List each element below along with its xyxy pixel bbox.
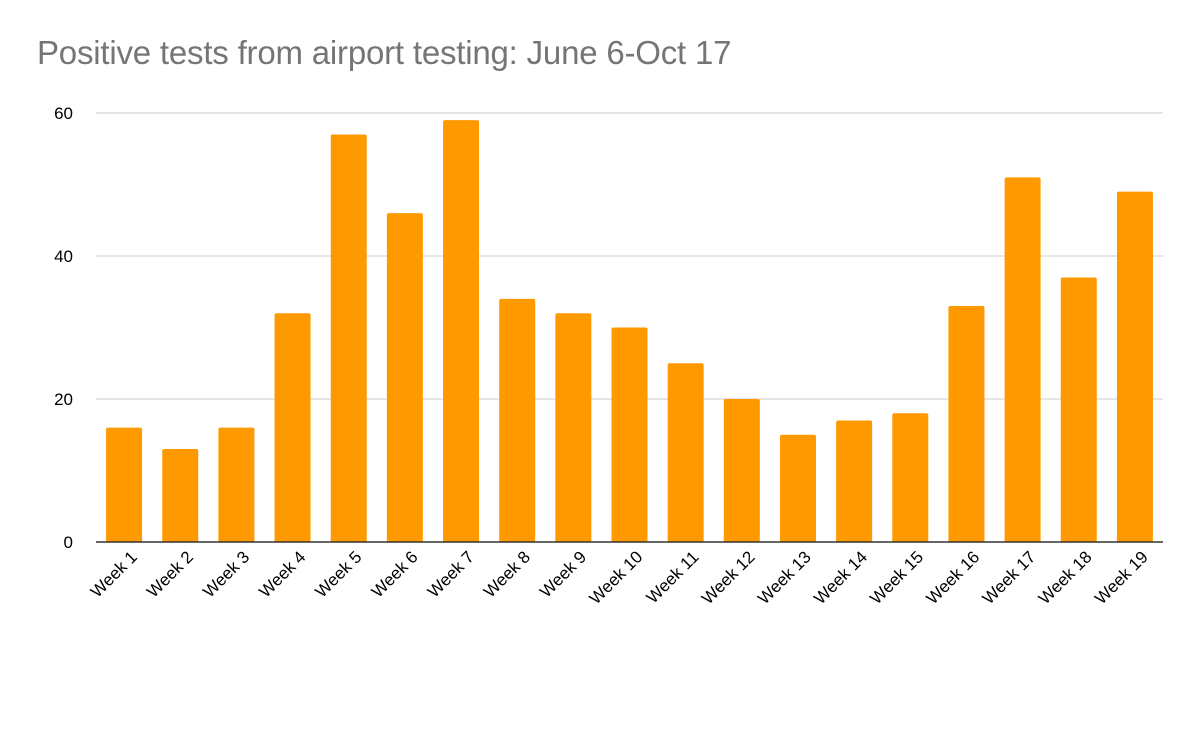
bar bbox=[948, 306, 985, 542]
x-tick-label: Week 9 bbox=[536, 547, 590, 601]
bar bbox=[330, 134, 367, 542]
x-tick-label: Week 4 bbox=[255, 547, 309, 601]
x-tick-label: Week 11 bbox=[643, 547, 703, 607]
bar bbox=[1004, 177, 1041, 542]
bar bbox=[443, 120, 480, 543]
x-tick-label: Week 15 bbox=[866, 547, 927, 608]
x-tick-label: Week 16 bbox=[923, 547, 984, 608]
bar bbox=[218, 427, 255, 542]
x-tick-label: Week 3 bbox=[199, 547, 253, 601]
y-tick-label: 40 bbox=[54, 247, 73, 266]
chart-title: Positive tests from airport testing: Jun… bbox=[37, 34, 732, 71]
bar bbox=[1060, 277, 1097, 542]
x-tick-label: Week 2 bbox=[143, 547, 197, 601]
x-tick-label: Week 17 bbox=[979, 547, 1040, 608]
x-tick-label: Week 7 bbox=[424, 547, 478, 601]
x-tick-label: Week 1 bbox=[87, 547, 141, 601]
bar bbox=[836, 420, 873, 542]
bar bbox=[611, 327, 648, 542]
y-tick-label: 0 bbox=[64, 533, 73, 552]
bar bbox=[274, 313, 311, 542]
bar bbox=[723, 399, 760, 542]
bar bbox=[106, 427, 143, 542]
x-tick-label: Week 14 bbox=[810, 547, 871, 608]
x-tick-label: Week 18 bbox=[1035, 547, 1096, 608]
x-tick-label: Week 10 bbox=[586, 547, 647, 608]
x-tick-label: Week 5 bbox=[312, 547, 366, 601]
x-tick-label: Week 6 bbox=[368, 547, 422, 601]
x-tick-label: Week 8 bbox=[480, 547, 534, 601]
bar bbox=[555, 313, 592, 542]
bar bbox=[162, 449, 199, 542]
bar bbox=[499, 298, 536, 542]
y-tick-label: 20 bbox=[54, 390, 73, 409]
x-tick-label: Week 19 bbox=[1091, 547, 1152, 608]
bar bbox=[1116, 191, 1153, 542]
bar bbox=[386, 213, 423, 542]
x-tick-label: Week 12 bbox=[698, 547, 759, 608]
bar bbox=[667, 363, 704, 542]
bar bbox=[892, 413, 929, 542]
x-tick-label: Week 13 bbox=[754, 547, 815, 608]
bar bbox=[779, 434, 816, 542]
y-tick-label: 60 bbox=[54, 104, 73, 123]
